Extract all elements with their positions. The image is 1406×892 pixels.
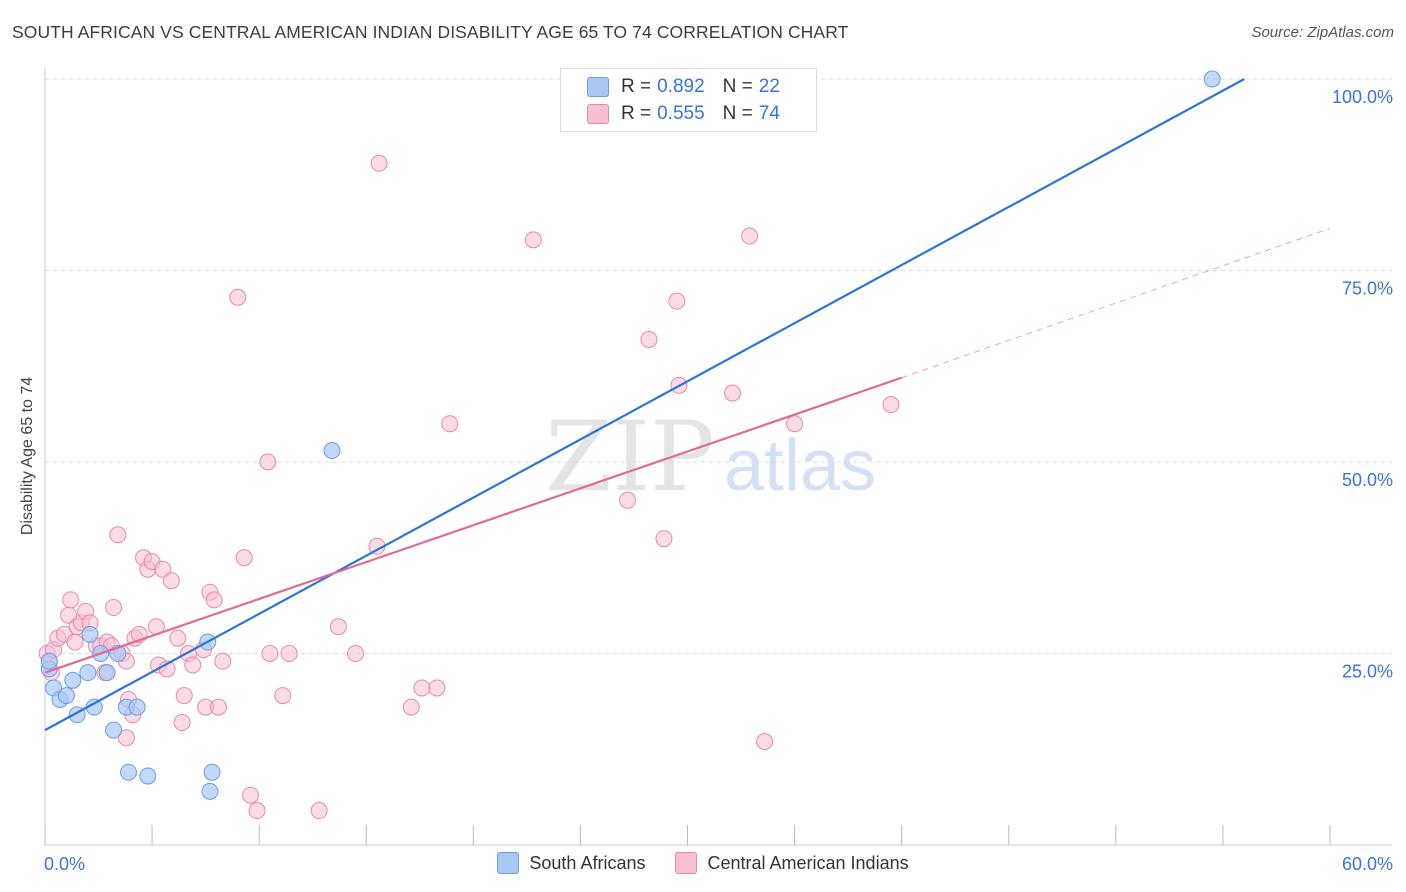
data-point-central-american-indians	[347, 645, 365, 662]
data-point-central-american-indians	[441, 415, 459, 433]
data-point-central-american-indians	[370, 154, 388, 172]
data-point-central-american-indians	[280, 645, 298, 662]
data-point-central-american-indians	[105, 599, 123, 617]
data-point-central-american-indians	[162, 572, 180, 590]
data-point-central-american-indians	[640, 330, 658, 348]
y-tick-label: 75.0%	[1342, 279, 1393, 299]
data-point-central-american-indians	[214, 652, 232, 670]
n-value: 22	[758, 76, 780, 97]
pink-swatch	[587, 104, 609, 124]
series-legend: South Africans Central American Indians	[0, 852, 1406, 874]
data-point-south-africans	[120, 763, 138, 781]
data-point-south-africans	[128, 698, 146, 716]
data-point-central-american-indians	[109, 526, 127, 544]
data-point-central-american-indians	[154, 560, 172, 578]
r-label: R =	[621, 76, 652, 97]
data-point-south-africans	[57, 687, 75, 705]
y-tick-label: 50.0%	[1342, 470, 1393, 490]
data-point-central-american-indians	[329, 618, 347, 636]
grid	[45, 78, 1392, 654]
y-tick-label: 25.0%	[1342, 662, 1393, 682]
trend-line-central-american-indians	[44, 376, 903, 674]
data-point-central-american-indians	[524, 231, 542, 249]
y-tick-label: 100.0%	[1332, 87, 1393, 107]
data-point-central-american-indians	[261, 645, 279, 662]
data-point-south-africans	[105, 721, 123, 739]
data-point-south-africans	[1203, 70, 1221, 88]
data-point-central-american-indians	[184, 656, 202, 674]
data-point-central-american-indians	[66, 633, 84, 651]
chart-title: SOUTH AFRICAN VS CENTRAL AMERICAN INDIAN…	[12, 22, 849, 42]
data-point-central-american-indians	[235, 549, 253, 567]
data-point-central-american-indians	[402, 698, 420, 716]
data-point-central-american-indians	[723, 384, 741, 402]
axes	[44, 68, 1392, 846]
data-point-central-american-indians	[655, 530, 673, 548]
data-point-south-africans	[139, 767, 157, 785]
n-value: 74	[758, 103, 780, 124]
data-point-central-american-indians	[786, 415, 804, 433]
legend-row-central-american-indians: R = 0.555 N = 74	[587, 102, 780, 126]
data-point-central-american-indians	[62, 591, 80, 609]
data-point-central-american-indians	[274, 687, 292, 705]
r-value: 0.555	[657, 103, 705, 124]
data-point-central-american-indians	[173, 713, 191, 731]
data-point-central-american-indians	[259, 453, 277, 471]
stats-legend: R = 0.892 N = 22 R = 0.555 N = 74	[560, 68, 817, 132]
n-label: N =	[722, 103, 753, 124]
data-point-south-africans	[81, 625, 99, 643]
data-point-central-american-indians	[619, 491, 637, 509]
legend-label: South Africans	[529, 852, 646, 873]
trend-line-extension-central-american-indians	[901, 227, 1331, 379]
data-point-south-africans	[40, 652, 58, 670]
data-point-south-africans	[323, 442, 341, 460]
source-label: Source: ZipAtlas.com	[1251, 24, 1394, 41]
n-label: N =	[722, 76, 753, 97]
trend-line-south-africans	[44, 78, 1245, 732]
legend-item-south-africans: South Africans	[497, 852, 645, 874]
data-point-central-american-indians	[205, 591, 223, 609]
pink-swatch	[675, 852, 698, 874]
data-point-south-africans	[64, 671, 82, 689]
data-point-central-american-indians	[169, 629, 187, 647]
data-point-central-american-indians	[248, 802, 266, 820]
data-point-central-american-indians	[428, 679, 446, 697]
south-africans-points	[40, 70, 1221, 800]
r-label: R =	[621, 103, 652, 124]
legend-item-central-american-indians: Central American Indians	[675, 852, 909, 874]
tick-labels: 25.0% 50.0% 75.0% 100.0% 0.0% 60.0%	[44, 87, 1393, 874]
r-value: 0.892	[657, 76, 705, 97]
watermark-atlas: atlas	[724, 426, 876, 506]
blue-swatch	[587, 77, 609, 97]
data-point-central-american-indians	[882, 396, 900, 414]
watermark: ZIP atlas	[545, 401, 876, 513]
legend-row-south-africans: R = 0.892 N = 22	[587, 75, 780, 99]
data-point-central-american-indians	[310, 802, 328, 820]
data-point-central-american-indians	[175, 687, 193, 705]
blue-swatch	[497, 852, 520, 874]
legend-label: Central American Indians	[707, 852, 909, 873]
x-tick-label: 0.0%	[44, 854, 85, 874]
data-point-central-american-indians	[229, 288, 247, 306]
data-point-central-american-indians	[756, 733, 774, 751]
data-point-central-american-indians	[668, 292, 686, 310]
data-point-south-africans	[79, 664, 97, 682]
data-point-central-american-indians	[413, 679, 431, 697]
trend-lines	[44, 78, 1331, 732]
data-point-south-africans	[98, 664, 116, 682]
data-point-central-american-indians	[741, 227, 759, 245]
data-point-central-american-indians	[209, 698, 227, 716]
x-tick-label: 60.0%	[1342, 854, 1393, 874]
data-point-central-american-indians	[242, 786, 260, 804]
data-point-south-africans	[201, 782, 219, 800]
data-point-central-american-indians	[117, 729, 135, 747]
data-point-south-africans	[203, 763, 221, 781]
